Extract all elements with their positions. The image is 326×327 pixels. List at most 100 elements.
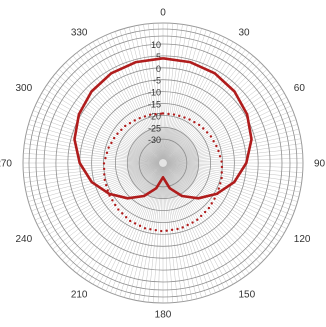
- grid-spoke: [25, 138, 160, 163]
- grid-spoke: [166, 133, 300, 163]
- grid-spoke: [44, 88, 160, 162]
- grid-spoke: [76, 52, 161, 160]
- outer-ring: [28, 28, 298, 298]
- grid-ring: [67, 67, 259, 259]
- grid-spoke: [23, 163, 160, 173]
- grid-ring: [91, 91, 235, 235]
- radial-tick-label: 5: [156, 52, 161, 62]
- series-line-solid: [73, 57, 253, 200]
- grid-spoke: [26, 133, 160, 163]
- grid-spoke: [37, 164, 160, 225]
- grid-spoke: [46, 165, 160, 242]
- grid-spoke: [84, 46, 161, 160]
- grid-spoke: [23, 163, 160, 178]
- inner-shaded-core: [127, 127, 199, 199]
- grid-spoke: [128, 27, 163, 160]
- grid-spoke: [153, 166, 163, 303]
- grid-spoke: [163, 166, 173, 303]
- grid-spoke: [165, 72, 271, 161]
- grid-spoke: [163, 28, 202, 160]
- grid-spoke: [58, 69, 161, 161]
- grid-spoke: [138, 166, 163, 301]
- grid-spoke: [166, 97, 287, 162]
- grid-spoke: [101, 166, 162, 289]
- grid-spoke: [41, 164, 160, 234]
- grid-spoke: [33, 110, 160, 162]
- grid-spoke: [133, 166, 163, 300]
- grid-spoke: [165, 165, 268, 257]
- grid-spoke: [164, 166, 225, 289]
- grid-spoke: [165, 165, 261, 264]
- angle-tick-labels: 0 30 60 90 120 150 180 210 240 270 300 330: [0, 8, 326, 321]
- grid-spoke: [46, 84, 160, 161]
- grid-spoke: [92, 41, 162, 160]
- grid-spoke: [164, 166, 234, 285]
- angle-tick-label: 300: [16, 83, 33, 94]
- grid-spoke: [165, 165, 257, 268]
- grid-spoke: [69, 165, 161, 268]
- grid-spoke: [166, 165, 277, 246]
- grid-spoke: [65, 165, 161, 264]
- grid-spoke: [148, 23, 163, 160]
- grid-ring: [138, 138, 188, 188]
- grid-spoke: [163, 24, 183, 160]
- grid-spoke: [163, 166, 193, 300]
- grid-spoke: [114, 166, 162, 295]
- grid-spoke: [110, 166, 162, 293]
- grid-spoke: [88, 166, 162, 282]
- series-lines: [73, 57, 253, 233]
- grid-spoke: [164, 37, 225, 160]
- angle-tick-label: 60: [294, 83, 306, 94]
- grid-spoke: [114, 31, 162, 160]
- grid-spoke: [80, 166, 161, 277]
- grid-spoke: [164, 166, 229, 287]
- grid-spoke: [101, 37, 162, 160]
- grid-spoke: [165, 49, 246, 160]
- radial-tick-label: -20: [148, 111, 161, 121]
- grid-spoke: [80, 49, 161, 160]
- grid-spoke: [76, 166, 161, 274]
- grid-spoke: [164, 41, 234, 160]
- grid-spoke: [164, 29, 207, 160]
- grid-spoke: [27, 163, 160, 198]
- grid-spoke: [157, 166, 164, 303]
- radial-tick-label: -30: [148, 135, 161, 145]
- grid-spoke: [166, 157, 303, 164]
- grid-spoke: [164, 166, 221, 291]
- grid-spoke: [166, 84, 280, 161]
- grid-spoke: [163, 25, 188, 160]
- grid-spoke: [163, 26, 193, 160]
- grid-spoke: [143, 24, 163, 160]
- grid-spoke: [166, 101, 289, 162]
- grid-spoke: [166, 164, 289, 225]
- grid-spoke: [143, 166, 163, 302]
- grid-spoke: [62, 65, 161, 161]
- grid-spoke: [166, 128, 299, 163]
- grid-spoke: [153, 23, 163, 160]
- grid-spoke: [165, 165, 254, 271]
- grid-ring: [126, 126, 200, 200]
- grid-spoke: [24, 143, 160, 163]
- grid-spoke: [31, 114, 160, 162]
- grid-spoke: [23, 162, 160, 169]
- grid-spoke: [163, 166, 178, 303]
- grid-spoke: [23, 148, 160, 163]
- grid-spoke: [163, 27, 198, 160]
- grid-spoke: [165, 165, 264, 261]
- grid-spoke: [166, 105, 291, 162]
- angle-tick-label: 180: [155, 310, 172, 321]
- grid-spoke: [49, 80, 160, 161]
- grid-spoke: [166, 163, 303, 173]
- grid-spoke: [62, 165, 161, 261]
- grid-spoke: [23, 157, 160, 164]
- grid-spoke: [165, 58, 257, 161]
- grid-spoke: [166, 138, 301, 163]
- grid-spoke: [166, 164, 291, 221]
- grid-spoke: [84, 166, 161, 280]
- angle-tick-label: 90: [314, 159, 326, 170]
- grid-spoke: [166, 76, 274, 161]
- grid-spoke: [55, 165, 161, 254]
- grid-spoke: [166, 163, 302, 183]
- grid-spoke: [164, 166, 212, 295]
- grid-spoke: [166, 143, 302, 163]
